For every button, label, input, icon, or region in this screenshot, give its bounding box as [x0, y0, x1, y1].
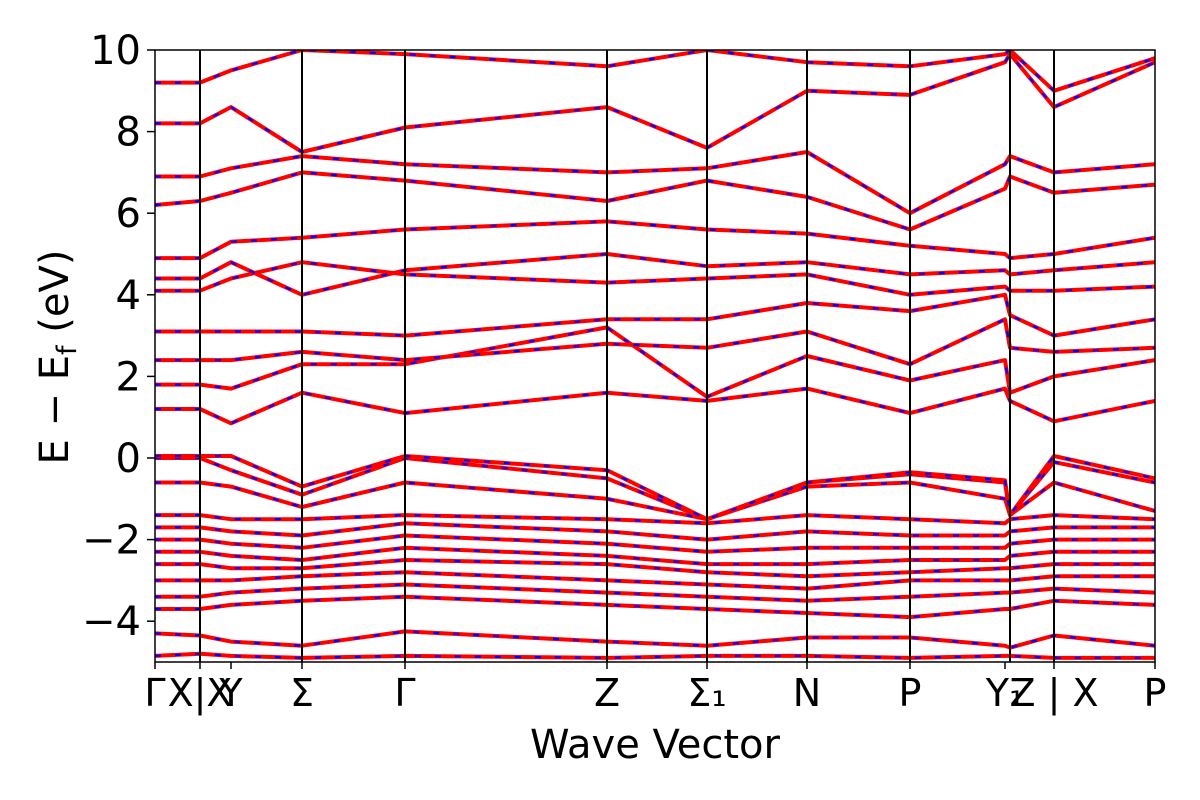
band-line-dashed-20: [155, 171, 1155, 231]
y-axis-label-tail: (eV): [32, 250, 78, 346]
band-line-1: [155, 629, 1155, 650]
band-line-15: [155, 317, 1155, 367]
y-axis-label: E − Ef (eV): [32, 250, 83, 465]
x-tick-label: Γ: [394, 671, 415, 715]
plot-area: [154, 49, 1156, 663]
x-tick-label: N: [793, 671, 821, 715]
y-tick-label: −4: [82, 599, 141, 645]
x-tick-label: P: [1144, 671, 1167, 715]
y-tick-label: −2: [82, 518, 141, 564]
x-tick-label: X|X: [168, 671, 233, 716]
band-line-7: [155, 533, 1155, 554]
x-tick-label: Y: [218, 671, 243, 715]
band-line-13: [155, 386, 1155, 426]
x-tick-label: Γ: [144, 671, 165, 715]
band-line-6: [155, 545, 1155, 567]
high-symmetry-lines: [199, 50, 1055, 662]
band-line-dashed-17: [155, 261, 1155, 296]
y-tick-label: 0: [116, 436, 141, 482]
y-tick-label: 4: [116, 273, 141, 319]
bands-group: [155, 50, 1155, 660]
band-line-dashed-18: [155, 252, 1155, 296]
band-line-20: [155, 170, 1155, 232]
x-tick-label: P: [899, 671, 922, 715]
y-axis-label-main: E − E: [32, 355, 78, 465]
y-tick-label: 8: [116, 110, 141, 156]
x-axis-label: Wave Vector: [530, 722, 781, 768]
band-line-17: [155, 260, 1155, 297]
y-tick-label: 10: [90, 28, 141, 74]
band-line-8: [155, 521, 1155, 542]
band-line-4: [155, 570, 1155, 591]
x-tick-label: Σ₁: [687, 671, 726, 715]
y-tick-label: 2: [116, 354, 141, 400]
x-tick-label: Σ: [290, 671, 314, 715]
band-line-dashed-22: [155, 52, 1155, 154]
y-axis-label-sub: f: [52, 344, 83, 355]
band-line-19: [155, 219, 1155, 261]
band-line-14: [155, 325, 1155, 399]
plot-frame: [154, 49, 1156, 663]
x-tick-label: Y₁: [985, 671, 1024, 715]
x-tick-label: Z: [594, 671, 620, 715]
band-line-3: [155, 582, 1155, 603]
band-line-23: [155, 50, 1155, 93]
x-tick-label: Z | X: [1009, 671, 1098, 716]
band-line-22: [155, 52, 1155, 154]
y-tick-label: 6: [116, 191, 141, 237]
band-line-21: [155, 150, 1155, 216]
y-axis-ticks: −4 −2 0 2 4 6 8 10: [82, 28, 155, 645]
band-line-dashed-23: [155, 50, 1155, 93]
